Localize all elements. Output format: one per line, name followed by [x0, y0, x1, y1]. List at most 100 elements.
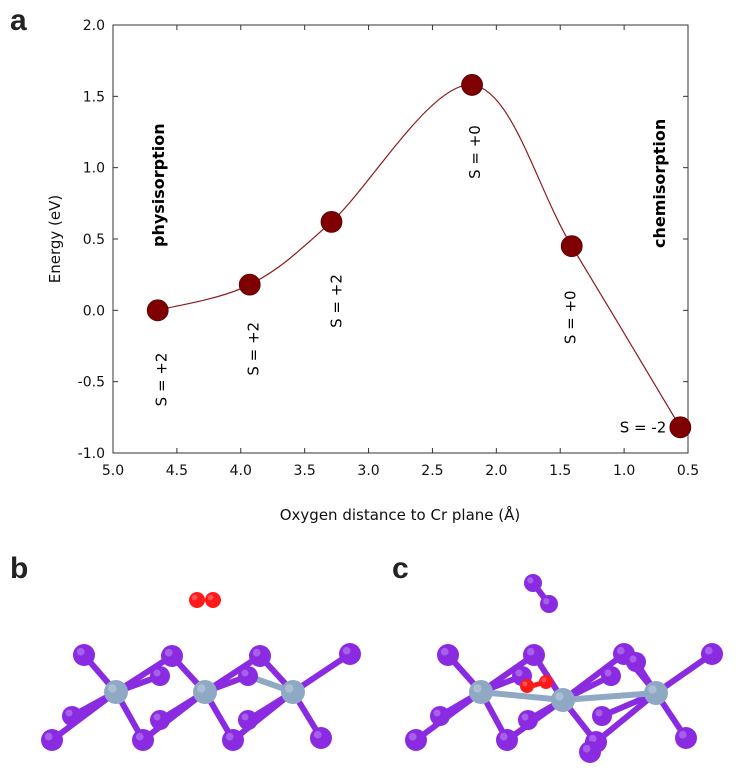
iodine-atom-highlight — [440, 647, 449, 656]
bond — [169, 653, 208, 695]
iodine-atom-highlight — [65, 709, 73, 717]
x-tick-label: 3.5 — [294, 463, 316, 479]
iodine-atom-highlight — [499, 732, 508, 741]
x-tick-label: 3.0 — [357, 463, 379, 479]
bond — [525, 697, 566, 723]
iodine-atom-highlight — [408, 732, 417, 741]
iodine-atom-highlight — [526, 647, 535, 656]
bond — [202, 653, 263, 695]
y-tick-label: 1.5 — [83, 89, 105, 105]
oxygen-atom — [539, 675, 553, 689]
iodine-atom — [238, 666, 258, 686]
iodine-atom — [437, 644, 459, 666]
oxygen-atom-highlight — [191, 594, 198, 601]
y-tick-label: 0.5 — [83, 232, 105, 248]
oxygen-atom — [189, 592, 205, 608]
spin-label: S = +2 — [328, 274, 346, 328]
panel-label-b: b — [10, 552, 29, 585]
iodine-atom-highlight — [252, 648, 261, 657]
y-tick-label: 0.0 — [83, 303, 105, 319]
bond — [81, 652, 119, 695]
iodine-atom-highlight — [588, 734, 597, 743]
iodine-atom — [518, 710, 538, 730]
iodine-atom — [675, 727, 697, 749]
iodine-atom — [238, 710, 258, 730]
bond — [560, 673, 614, 703]
energy-curve — [157, 84, 681, 428]
x-tick-label: 1.0 — [613, 463, 635, 479]
bond — [290, 651, 353, 695]
iodine-atom-highlight — [515, 669, 523, 677]
annotation-physisorption: physisorption — [149, 123, 168, 247]
bond — [621, 651, 659, 696]
iodine-atom — [579, 741, 601, 763]
panel-label-a: a — [10, 4, 27, 37]
iodine-atom-highlight — [678, 730, 687, 739]
bond — [230, 689, 296, 743]
iodine-atom-highlight — [616, 646, 625, 655]
data-point — [320, 210, 343, 233]
structure-b — [41, 592, 361, 751]
panel-label-c: c — [392, 552, 409, 585]
iodine-atom — [73, 644, 95, 666]
x-tick-label: 2.0 — [485, 463, 507, 479]
iodine-atom — [496, 729, 518, 751]
iodine-atom — [150, 666, 170, 686]
iodine-atom-highlight — [76, 647, 85, 656]
bond — [113, 689, 146, 743]
spin-label: S = -2 — [620, 418, 667, 436]
data-point — [461, 74, 483, 96]
spin-label: S = +2 — [153, 353, 171, 407]
x-tick-label: 1.5 — [549, 463, 571, 479]
iodine-atom-highlight — [704, 646, 713, 655]
y-tick-label: -1.0 — [78, 446, 105, 462]
chromium-atom-highlight — [648, 685, 657, 694]
iodine-atom-highlight — [433, 709, 441, 717]
iodine-atom — [222, 729, 244, 751]
chromium-atom — [644, 681, 668, 705]
oxygen-atom-highlight — [522, 681, 528, 687]
bond — [653, 690, 689, 741]
chromium-atom — [104, 680, 128, 704]
iodine-atom — [613, 643, 635, 665]
bond — [69, 689, 119, 719]
iodine-atom — [249, 645, 271, 667]
oxygen-atom-highlight — [207, 594, 214, 601]
bond — [437, 689, 484, 719]
chromium-atom — [551, 688, 575, 712]
iodine-atom-highlight — [604, 669, 612, 677]
iodine-atom-highlight — [582, 744, 591, 753]
bond — [478, 652, 537, 695]
x-tick-label: 4.5 — [166, 463, 188, 479]
chromium-atom-highlight — [473, 684, 482, 693]
iodine-atom-highlight — [629, 655, 637, 663]
chromium-atom-highlight — [108, 684, 117, 693]
iodine-atom — [339, 643, 361, 665]
iodine-atom — [523, 644, 545, 666]
bond — [560, 651, 627, 703]
y-tick-label: 1.0 — [83, 161, 105, 177]
bond — [413, 689, 484, 743]
iodine-atom-highlight — [153, 669, 161, 677]
iodine-atom — [62, 706, 82, 726]
bond — [504, 697, 566, 743]
iodine-atom — [592, 706, 612, 726]
iodine-atom-highlight — [527, 577, 534, 584]
iodine-atom — [405, 729, 427, 751]
bond — [522, 679, 548, 691]
bond — [633, 659, 659, 696]
x-axis-label: Oxygen distance to Cr plane (Å) — [280, 505, 521, 524]
bond — [593, 690, 659, 745]
bond — [560, 690, 659, 703]
bond — [113, 653, 175, 695]
bond — [478, 689, 510, 743]
bond — [290, 689, 324, 741]
data-point — [560, 235, 583, 258]
structure-c — [405, 574, 723, 763]
bond — [202, 673, 251, 695]
y-tick-label: 2.0 — [83, 18, 105, 34]
y-axis-label: Energy (eV) — [46, 195, 64, 283]
bond — [653, 651, 715, 696]
iodine-atom — [310, 727, 332, 749]
bond — [530, 580, 552, 607]
